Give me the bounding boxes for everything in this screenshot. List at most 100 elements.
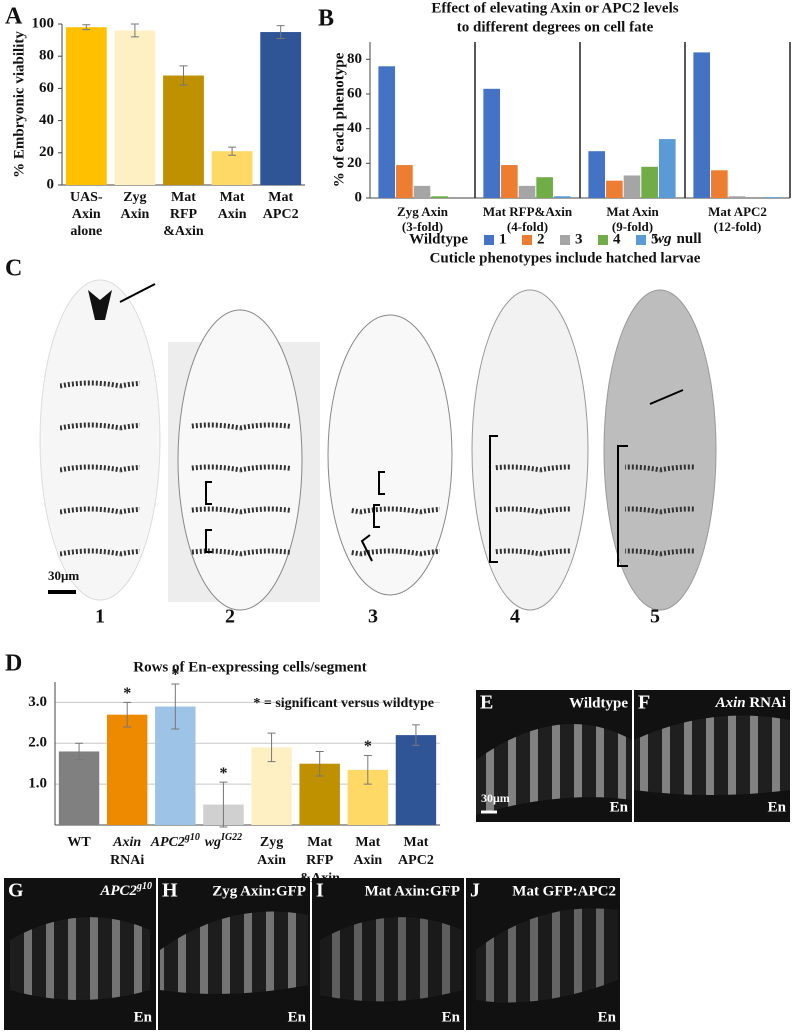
legend-label: 1	[499, 231, 507, 247]
x-tick-label-text: (3-fold)	[402, 219, 443, 234]
bar	[728, 196, 746, 198]
panel-c-images: C 30μm 1 2 3 4 5	[5, 256, 717, 628]
error-bar	[219, 781, 228, 828]
panel-letter: C	[5, 256, 22, 282]
x-tick-label-text: Axin	[257, 853, 286, 868]
x-tick-label: (3-fold)	[402, 219, 443, 234]
bracket	[360, 471, 385, 562]
error-bar	[171, 683, 180, 730]
bar	[211, 151, 253, 185]
x-tick-label: Zyg	[123, 190, 146, 205]
x-tick-label: &Axin	[299, 871, 340, 886]
stain-label: En	[610, 799, 629, 815]
legend-title: Wildtype	[409, 231, 468, 247]
bar	[65, 27, 107, 185]
error-bar	[315, 750, 324, 777]
x-tick-label-text: &Axin	[299, 871, 340, 886]
x-tick-label: Mat	[403, 835, 428, 850]
panel-letter: H	[162, 880, 178, 902]
panel-letter: D	[5, 651, 22, 677]
legend-swatch	[522, 235, 532, 245]
x-tick-label: Mat	[220, 190, 245, 205]
embryo-label: 2	[225, 606, 235, 628]
x-tick-label-text: Axin	[218, 207, 247, 222]
bar	[518, 185, 536, 198]
x-tick-label-text: Zyg	[123, 190, 146, 205]
significance-mark: *	[171, 667, 179, 684]
x-tick-label-text: Mat APC2	[708, 204, 767, 219]
legend-label: 3	[575, 231, 583, 247]
denticle-belts	[625, 450, 695, 560]
legend-end-text: null	[677, 231, 702, 247]
error-bar	[276, 25, 285, 39]
x-tick-label-text: (12-fold)	[714, 219, 762, 234]
significance-mark: *	[123, 685, 131, 702]
x-tick-label: Axin	[353, 853, 382, 868]
legend-end: wg null	[654, 231, 702, 247]
x-tick-label: alone	[70, 224, 102, 239]
x-tick-label-text: Axin	[72, 207, 101, 222]
panel-letter: I	[316, 880, 324, 902]
y-tick-label: 60	[39, 80, 54, 96]
x-tick-label: WT	[67, 835, 91, 850]
x-tick-label-text: wg	[205, 835, 221, 850]
x-tick-label: &Axin	[163, 224, 204, 239]
embryo-stain	[634, 715, 790, 795]
x-tick-label: Mat	[171, 190, 196, 205]
bar	[641, 166, 658, 198]
legend-swatch	[484, 235, 494, 245]
error-bar	[130, 23, 139, 38]
chart-title: to different degrees on cell fate	[457, 19, 654, 35]
x-tick-label-text: Zyg Axin	[397, 204, 449, 219]
x-tick-label: Axin	[121, 207, 150, 222]
x-tick-label: Mat	[355, 835, 380, 850]
y-tick-label: 1.0	[28, 776, 47, 792]
legend-end-italic: wg	[654, 231, 672, 247]
x-tick-label: (12-fold)	[714, 219, 762, 234]
significance-mark: *	[364, 738, 372, 755]
bar	[58, 751, 100, 825]
head-skeleton	[88, 290, 112, 320]
x-tick-label: wgIG22	[205, 832, 242, 850]
x-tick-label-text: Mat Axin	[606, 204, 659, 219]
y-tick-label: 2.0	[28, 735, 47, 751]
y-tick-label: 80	[347, 51, 362, 67]
x-tick-label: (4-fold)	[507, 219, 548, 234]
x-tick-label-text: APC2	[263, 207, 299, 222]
error-bar	[267, 732, 276, 763]
x-tick-label-text: (4-fold)	[507, 219, 548, 234]
panel-letter: F	[638, 692, 650, 714]
panel-letter: A	[5, 4, 23, 30]
y-tick-label: 40	[39, 112, 54, 128]
x-tick-label-text: Zyg	[260, 835, 283, 850]
x-tick-label-text: WT	[67, 835, 91, 850]
label-part: Axin	[715, 695, 746, 711]
arrow	[119, 283, 156, 303]
y-tick-label: 80	[39, 48, 54, 64]
x-tick-label: APC2	[398, 853, 434, 868]
embryo-stain	[160, 911, 308, 994]
x-tick-label-sup: g10	[184, 832, 200, 843]
bar	[431, 196, 448, 198]
x-tick-label: Axin	[72, 207, 101, 222]
x-tick-label-text: RFP	[170, 207, 198, 222]
x-tick-label-text: alone	[70, 224, 102, 239]
embryo-stain	[476, 908, 618, 1003]
x-tick-label-text: Mat	[307, 835, 332, 850]
x-tick-label-sup: IG22	[220, 832, 242, 843]
x-tick-label-text: (9-fold)	[612, 219, 653, 234]
panel-label: Zyg Axin:GFP	[212, 883, 306, 899]
embryo-label: 5	[650, 606, 660, 628]
y-tick-label: 20	[347, 155, 362, 171]
bar	[658, 139, 676, 198]
label-part: RNAi	[749, 695, 786, 711]
note: Cuticle phenotypes include hatched larva…	[430, 250, 701, 266]
embryo-label: 4	[510, 606, 520, 628]
x-tick-label: RFP	[306, 853, 334, 868]
y-tick-label: 100	[32, 15, 55, 31]
label-sup: g10	[136, 881, 152, 892]
panel-label: Wildtype	[569, 695, 628, 711]
error-bar	[75, 742, 84, 761]
bar	[378, 66, 396, 199]
